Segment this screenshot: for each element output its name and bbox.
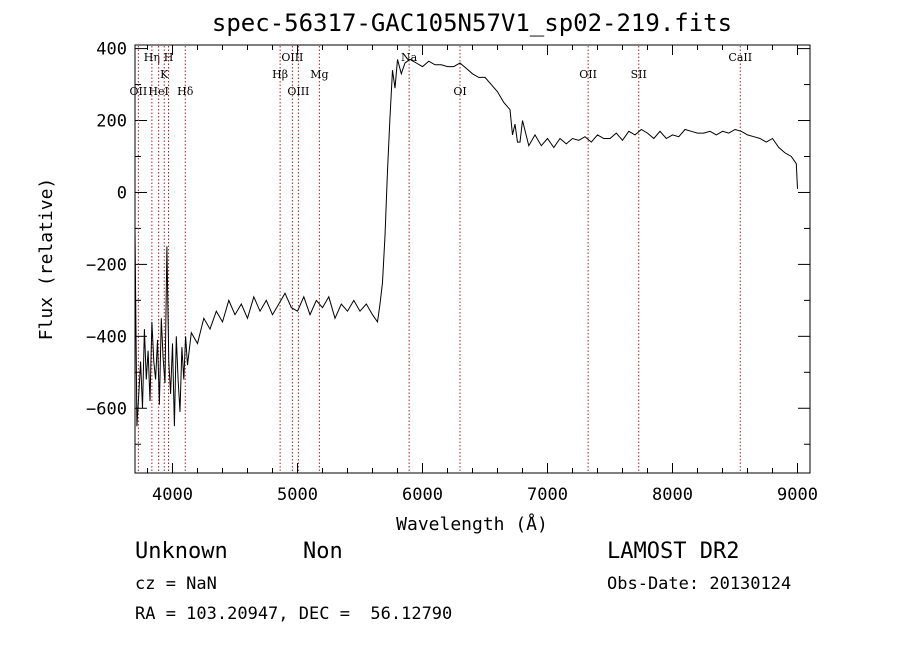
spectrum-series bbox=[134, 58, 798, 427]
x-tick-label: 7000 bbox=[527, 485, 568, 505]
line-label: OI bbox=[453, 85, 466, 98]
obs-date: Obs-Date: 20130124 bbox=[607, 574, 792, 594]
chart-title: spec-56317-GAC105N57V1_sp02-219.fits bbox=[212, 9, 732, 37]
line-label: Hδ bbox=[177, 85, 194, 98]
y-axis-ticks: −600 −400 −200 0 200 400 bbox=[86, 40, 810, 445]
line-label: Hη bbox=[144, 51, 160, 64]
y-tick-label: −200 bbox=[86, 255, 127, 275]
x-tick-label: 6000 bbox=[402, 485, 443, 505]
x-axis-label: Wavelength (Å) bbox=[396, 513, 548, 535]
y-axis-label: Flux (relative) bbox=[36, 178, 57, 341]
spectrum-line bbox=[134, 58, 798, 427]
object-subclass: Non bbox=[303, 539, 343, 564]
x-tick-label: 5000 bbox=[277, 485, 318, 505]
y-tick-label: −600 bbox=[86, 399, 127, 419]
survey-label: LAMOST DR2 bbox=[607, 539, 740, 564]
line-label: OII bbox=[579, 68, 597, 81]
line-label: Hβ bbox=[272, 68, 288, 81]
x-tick-label: 9000 bbox=[777, 485, 818, 505]
redshift-readout: cz = NaN bbox=[135, 574, 217, 594]
line-label: Mg bbox=[310, 68, 328, 81]
x-tick-label: 4000 bbox=[152, 485, 193, 505]
y-tick-label: 200 bbox=[96, 112, 127, 132]
line-label: H bbox=[164, 51, 174, 64]
line-label: OIII bbox=[287, 85, 309, 98]
line-label: HeI bbox=[148, 85, 168, 98]
object-class: Unknown bbox=[135, 539, 228, 564]
line-label: OII bbox=[130, 85, 148, 98]
plot-frame bbox=[134, 44, 811, 474]
line-label: OIII bbox=[281, 51, 303, 64]
coordinates: RA = 103.20947, DEC = 56.12790 bbox=[135, 604, 453, 624]
y-tick-label: −400 bbox=[86, 327, 127, 347]
x-axis-ticks: 4000 5000 6000 7000 8000 9000 bbox=[147, 45, 818, 505]
line-label: CaII bbox=[728, 51, 752, 64]
axes bbox=[134, 44, 811, 474]
line-label: K bbox=[160, 68, 169, 81]
y-tick-label: 0 bbox=[117, 183, 127, 203]
y-tick-label: 400 bbox=[96, 40, 127, 60]
line-label: Na bbox=[401, 51, 418, 64]
x-tick-label: 8000 bbox=[652, 485, 693, 505]
line-label: SII bbox=[631, 68, 647, 81]
